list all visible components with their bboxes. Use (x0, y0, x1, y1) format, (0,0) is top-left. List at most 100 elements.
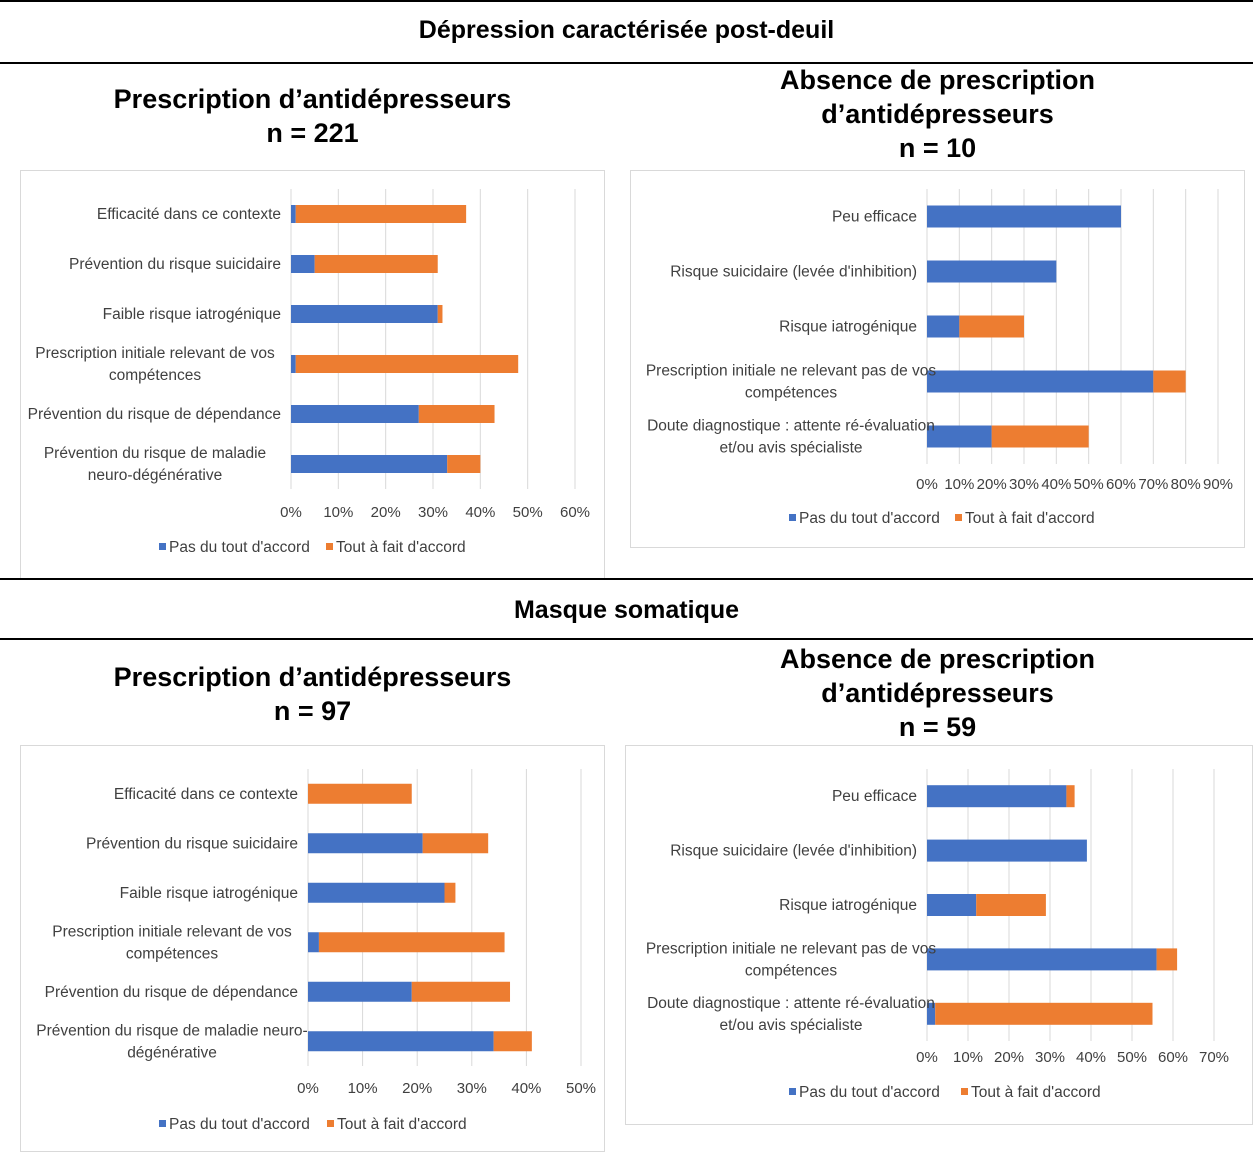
bar-segment (411, 981, 511, 1002)
category-label: Faible risque iatrogénique (103, 306, 281, 323)
chart-heading-line: Absence de prescription (779, 644, 1096, 674)
bar-segment (308, 833, 423, 854)
legend-label: Tout à fait d'accord (965, 510, 1095, 527)
legend-label: Tout à fait d'accord (336, 539, 466, 556)
chart-heading-line: d’antidépresseurs (821, 678, 1054, 708)
bar-segment (308, 932, 319, 953)
bar-segment (927, 315, 960, 338)
category-label: Risque suicidaire (levée d'inhibition) (670, 264, 917, 281)
bar-segment (308, 783, 412, 804)
x-tick-label: 90% (1203, 476, 1233, 493)
chart-heading-2: Absence de prescription d’antidépresseur… (630, 63, 1245, 165)
chart-heading-4: Absence de prescription d’antidépresseur… (630, 642, 1245, 744)
bar-segment (314, 255, 438, 273)
bar-segment (291, 305, 438, 323)
category-label: Risque iatrogénique (779, 897, 917, 914)
x-tick-label: 70% (1138, 476, 1168, 493)
bar-segment (447, 455, 481, 473)
legend-swatch (961, 1088, 968, 1095)
chart-heading-line: Prescription d’antidépresseurs (113, 662, 512, 692)
legend-swatch (159, 543, 166, 550)
chart-2: 0% 10% 20% 30% 40% 50% 60% 70% 80% 90% Peu efficac… (630, 170, 1245, 548)
bar-segment (927, 839, 1087, 862)
bar-segment (991, 425, 1089, 448)
bar-segment (291, 405, 419, 423)
category-label: Peu efficace (832, 209, 917, 226)
x-tick-label: 20% (371, 504, 401, 521)
bar-segment (437, 305, 443, 323)
x-tick-label: 20% (977, 476, 1007, 493)
category-label: Efficacité dans ce contexte (114, 786, 298, 803)
category-label: Faible risque iatrogénique (120, 885, 298, 902)
bar-segment (291, 455, 448, 473)
chart-svg: 0% 10% 20% 30% 40% 50% 60% 70% 80% 90% Peu efficac… (646, 189, 1233, 527)
section-rule-top (0, 0, 1253, 2)
x-tick-label: 80% (1171, 476, 1201, 493)
chart-3: 0% 10% 20% 30% 40% 50% Efficacité dans ce cont… (20, 745, 605, 1152)
bar-segment (291, 255, 315, 273)
chart-4: 0% 10% 20% 30% 40% 50% 60% 70% Peu efficace Risqu… (625, 745, 1253, 1125)
category-label: Prévention du risque suicidaire (69, 256, 281, 273)
bar-segment (927, 894, 977, 916)
chart-svg: 0% 10% 20% 30% 40% 50% 60% Efficacité dans ce c… (28, 189, 590, 556)
bar-segment (927, 425, 992, 448)
x-tick-label: 20% (402, 1080, 432, 1097)
bar-segment (493, 1031, 532, 1052)
section-rule-bottom (0, 62, 1253, 64)
x-tick-label: 0% (280, 504, 302, 521)
bar-segment (318, 932, 505, 953)
legend-swatch (159, 1120, 166, 1127)
bar-segment (927, 370, 1154, 393)
legend-label: Pas du tout d'accord (169, 1116, 310, 1133)
chart-heading-line: n = 10 (898, 133, 977, 163)
x-tick-label: 10% (323, 504, 353, 521)
bar-segment (444, 882, 456, 903)
legend-label: Tout à fait d'accord (337, 1116, 467, 1133)
category-label: Prescription initiale ne relevant pas de… (646, 363, 937, 402)
legend-swatch (955, 514, 962, 521)
chart-svg: 0% 10% 20% 30% 40% 50% Efficacité dans ce cont… (36, 769, 596, 1133)
chart-heading-line: d’antidépresseurs (821, 99, 1054, 129)
bar-segment (295, 205, 467, 223)
bar-segment (1066, 785, 1075, 808)
bar-segment (418, 405, 495, 423)
bar-segment (935, 1002, 1153, 1025)
x-tick-label: 10% (953, 1049, 983, 1066)
category-label: Peu efficace (832, 788, 917, 805)
bar-segment (927, 1002, 936, 1025)
legend-swatch (326, 543, 333, 550)
bar-segment (308, 882, 445, 903)
bar-segment (308, 1031, 494, 1052)
x-tick-label: 30% (418, 504, 448, 521)
chart-1: 0% 10% 20% 30% 40% 50% 60% Efficacité dans ce c… (20, 170, 605, 580)
bar-segment (927, 205, 1121, 228)
bar-segment (291, 355, 296, 373)
bar-segment (295, 355, 519, 373)
x-tick-label: 30% (1035, 1049, 1065, 1066)
x-tick-label: 10% (348, 1080, 378, 1097)
x-tick-label: 40% (1076, 1049, 1106, 1066)
category-label: Prévention du risque de maladie neuro-dé… (36, 1022, 307, 1061)
x-tick-label: 0% (916, 1049, 938, 1066)
category-label: Prévention du risque suicidaire (86, 835, 298, 852)
x-tick-label: 60% (1106, 476, 1136, 493)
x-tick-label: 60% (1158, 1049, 1188, 1066)
legend-label: Pas du tout d'accord (169, 539, 310, 556)
bar-segment (976, 894, 1046, 916)
bar-segment (1153, 370, 1186, 393)
chart-heading-line: n = 97 (273, 696, 352, 726)
category-label: Prévention du risque de dépendance (28, 406, 281, 423)
bar-segment (959, 315, 1024, 338)
x-tick-label: 0% (297, 1080, 319, 1097)
bar-segment (308, 981, 412, 1002)
category-label: Risque iatrogénique (779, 319, 917, 336)
x-tick-label: 20% (994, 1049, 1024, 1066)
chart-heading-line: Prescription d’antidépresseurs (113, 84, 512, 114)
legend-swatch (789, 1088, 796, 1095)
chart-svg: 0% 10% 20% 30% 40% 50% 60% 70% Peu efficace Risqu… (646, 769, 1229, 1101)
category-label: Risque suicidaire (levée d'inhibition) (670, 843, 917, 860)
x-tick-label: 60% (560, 504, 590, 521)
bar-segment (927, 785, 1067, 808)
section-rule-bottom (0, 638, 1253, 640)
x-tick-label: 40% (465, 504, 495, 521)
